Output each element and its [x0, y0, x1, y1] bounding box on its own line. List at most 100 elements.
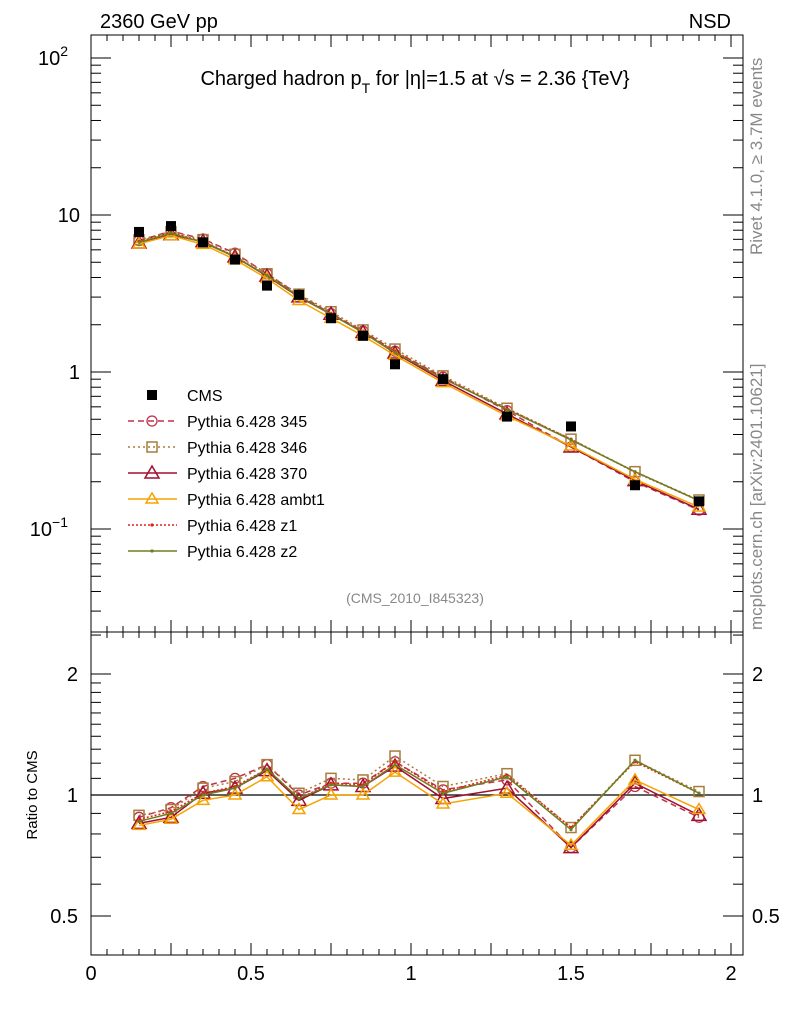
- data-point: [131, 236, 147, 249]
- data-point: [265, 273, 269, 278]
- ratio-point: [329, 783, 333, 787]
- legend-marker: [143, 464, 161, 479]
- cms-data-point: [438, 374, 448, 385]
- legend-label: Pythia 6.428 z1: [187, 518, 297, 535]
- legend-label: Pythia 6.428 346: [187, 440, 307, 457]
- main-frame: [90, 34, 744, 633]
- ratio-point: [691, 802, 707, 815]
- legend-marker: [150, 549, 154, 553]
- legend: Pythia 6.428 345 Pythia 6.428 346 Pythia 6…: [128, 388, 325, 561]
- ratio-tick-label: 2: [67, 664, 78, 686]
- legend-marker-cms: [147, 390, 157, 400]
- ratio-point: [393, 763, 397, 767]
- ratio-point: [441, 791, 445, 795]
- ratio-point: [505, 775, 509, 779]
- ratio-point: [562, 839, 580, 854]
- ratio-point: [258, 762, 276, 777]
- data-point: [629, 465, 641, 478]
- ratio-point: [690, 806, 708, 822]
- legend-marker: [144, 491, 160, 504]
- ratio-point: [169, 811, 173, 815]
- ratio-point: [435, 796, 451, 809]
- y-tick-label: 10: [58, 205, 80, 227]
- ratio-line: [138, 760, 700, 849]
- x-tick-label: 1.5: [557, 963, 585, 985]
- legend-label-cms: CMS: [187, 388, 223, 405]
- ratio-point: [361, 784, 365, 789]
- ratio-point: [131, 817, 147, 831]
- rivet-label: Rivet 4.1.0, ≥ 3.7M events: [747, 58, 766, 255]
- chart-title: Charged hadron pT for |η|=1.5 at √s = 2.…: [200, 68, 629, 96]
- ratio-point: [130, 814, 148, 830]
- x-tick-label: 1: [405, 963, 416, 985]
- data-point: [633, 470, 637, 474]
- ratio-line: [138, 771, 700, 847]
- ratio-point: [354, 777, 372, 793]
- data-point: [393, 350, 397, 355]
- y-tick-label: 10−1: [30, 514, 68, 541]
- mcplots-label: mcplots.cern.ch [arXiv:2401.10621]: [747, 364, 766, 630]
- cms-data-point: [390, 359, 400, 370]
- ratio-point: [195, 792, 211, 806]
- ratio-point: [697, 791, 701, 795]
- analysis-id: (CMS_2010_I845323): [346, 590, 484, 606]
- cms-data-point: [358, 330, 368, 341]
- legend-label: Pythia 6.428 ambt1: [187, 492, 325, 509]
- ratio-point: [633, 758, 637, 762]
- ratio-point: [323, 787, 339, 800]
- cms-data-point: [134, 226, 144, 237]
- ratio-line: [138, 759, 700, 831]
- legend-marker: [146, 441, 158, 453]
- cms-data-point: [502, 411, 512, 422]
- data-point: [569, 438, 573, 442]
- ratio-point: [565, 821, 577, 834]
- cms-data-point: [198, 237, 208, 248]
- cms-data-point: [262, 280, 272, 291]
- ratio-tick-label: 1: [67, 785, 78, 807]
- ratio-tick-label: 2: [752, 664, 763, 686]
- ratio-tick-label: 0.5: [50, 906, 78, 928]
- ratio-point: [162, 808, 180, 824]
- cms-data-point: [566, 421, 576, 432]
- cms-data-point: [230, 254, 240, 265]
- ratio-point: [227, 787, 243, 800]
- ratio-point: [355, 787, 371, 800]
- legend-label: Pythia 6.428 370: [187, 466, 307, 483]
- ratio-point: [265, 767, 269, 771]
- cms-data-point: [166, 221, 176, 232]
- data-point: [386, 344, 404, 359]
- ratio-point: [226, 779, 244, 794]
- header-right: NSD: [689, 11, 731, 33]
- ratio-point: [163, 811, 179, 825]
- cms-data-point: [630, 480, 640, 491]
- ratio-point: [201, 793, 205, 797]
- data-marks: [130, 221, 708, 854]
- ratio-point: [233, 786, 237, 790]
- ratio-point: [393, 760, 397, 764]
- cms-data-point: [326, 313, 336, 324]
- ratio-point: [387, 764, 403, 777]
- cms-data-point: [294, 289, 304, 300]
- series-line: [138, 232, 700, 502]
- ratio-line: [138, 760, 700, 829]
- series-5: [137, 231, 701, 832]
- legend-marker: [146, 415, 158, 427]
- legend-label: Pythia 6.428 345: [187, 414, 307, 431]
- ratio-point: [290, 791, 308, 807]
- series-0: [133, 225, 705, 854]
- data-point: [565, 433, 577, 445]
- x-tick-label: 0.5: [237, 963, 265, 985]
- data-point: [169, 231, 173, 235]
- ratio-point: [569, 828, 573, 832]
- ratio-point: [297, 796, 301, 801]
- ratio-frame: [90, 631, 744, 956]
- series-3: [131, 228, 707, 850]
- y-tick-label: 102: [38, 43, 68, 70]
- ratio-tick-label: 0.5: [752, 906, 780, 928]
- x-tick-label: 2: [725, 963, 736, 985]
- ratio-line: [138, 755, 700, 829]
- ratio-tick-label: 1: [752, 785, 763, 807]
- ratio-point: [563, 837, 579, 850]
- ratio-point: [137, 819, 141, 823]
